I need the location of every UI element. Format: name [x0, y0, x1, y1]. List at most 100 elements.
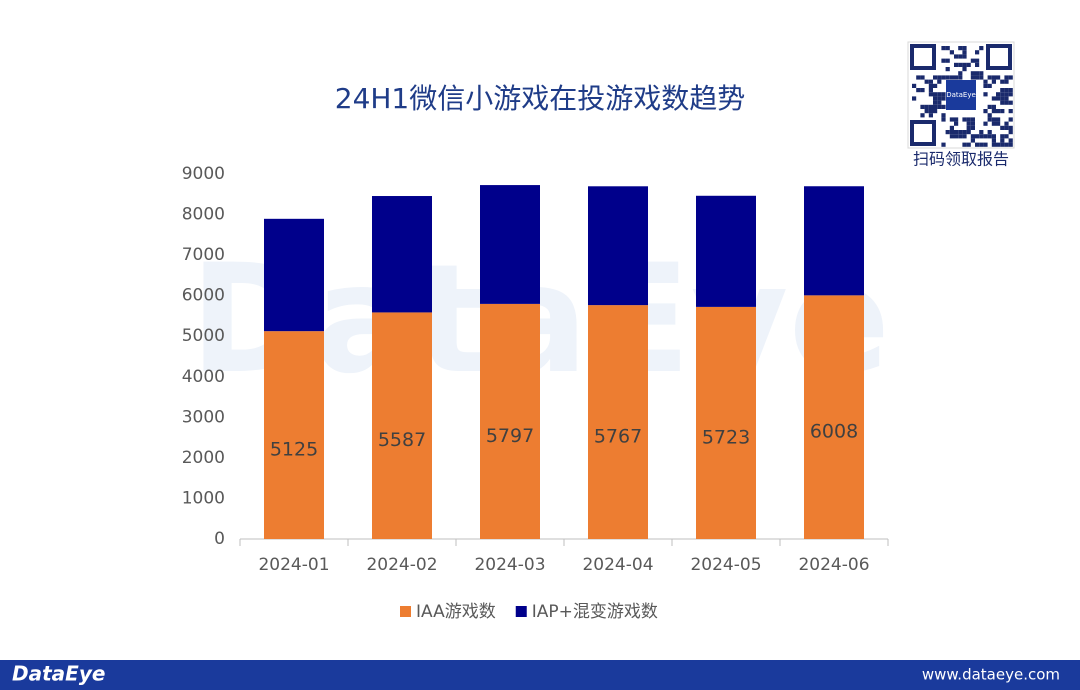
- qr-dot: [933, 104, 938, 109]
- x-tick-label: 2024-04: [582, 555, 653, 575]
- qr-dot: [1000, 92, 1005, 97]
- qr-dot: [941, 75, 946, 80]
- qr-dot: [966, 121, 971, 126]
- qr-dot: [983, 134, 988, 139]
- qr-dot: [958, 54, 963, 59]
- qr-dot: [1000, 109, 1005, 114]
- qr-dot: [937, 100, 942, 105]
- qr-dot: [1008, 117, 1013, 122]
- qr-dot: [949, 134, 954, 139]
- qr-dot: [954, 134, 959, 139]
- qr-dot: [954, 75, 959, 80]
- qr-dot: [991, 75, 996, 80]
- qr-dot: [1004, 79, 1009, 84]
- qr-dot: [975, 50, 980, 55]
- qr-dot: [933, 96, 938, 101]
- qr-dot: [1000, 125, 1005, 130]
- qr-dot: [970, 134, 975, 139]
- qr-dot: [1008, 142, 1013, 147]
- bar-segment: [804, 295, 864, 539]
- qr-dot: [954, 117, 959, 122]
- qr-dot: [1008, 75, 1013, 80]
- bar-segment: [480, 185, 540, 304]
- qr-dot: [962, 46, 967, 51]
- qr-dot: [966, 117, 971, 122]
- x-tick-label: 2024-02: [366, 555, 437, 575]
- qr-dot: [928, 113, 933, 118]
- data-label: 6008: [810, 421, 858, 443]
- bar-segment: [588, 305, 648, 539]
- qr-dot: [1000, 88, 1005, 93]
- qr-dot: [983, 121, 988, 126]
- qr-dot: [912, 96, 917, 101]
- bar-segment: [588, 186, 648, 306]
- qr-dot: [991, 142, 996, 147]
- y-tick-label: 1000: [182, 488, 225, 508]
- qr-dot: [975, 71, 980, 76]
- qr-dot: [933, 100, 938, 105]
- qr-dot: [996, 75, 1001, 80]
- qr-dot: [1000, 142, 1005, 147]
- qr-dot: [958, 71, 963, 76]
- qr-dot: [920, 113, 925, 118]
- bar-segment: [372, 196, 432, 313]
- bar-segment: [264, 331, 324, 539]
- qr-dot: [1000, 96, 1005, 101]
- qr-dot: [991, 96, 996, 101]
- qr-dot: [996, 96, 1001, 101]
- qr-dot: [949, 75, 954, 80]
- bar-segment: [696, 306, 756, 539]
- qr-dot: [1004, 75, 1009, 80]
- qr-dot: [941, 117, 946, 122]
- qr-dot: [920, 88, 925, 93]
- qr-dot: [916, 75, 921, 80]
- x-tick-label: 2024-06: [798, 555, 869, 575]
- qr-dot: [962, 67, 967, 72]
- qr-dot: [996, 92, 1001, 97]
- qr-dot: [962, 130, 967, 135]
- qr-logo-text: DataEye: [946, 91, 976, 99]
- qr-dot: [966, 130, 971, 135]
- data-label: 5767: [594, 426, 642, 448]
- qr-dot: [979, 71, 984, 76]
- qr-dot: [924, 104, 929, 109]
- qr-dot: [937, 96, 942, 101]
- qr-dot: [945, 130, 950, 135]
- y-tick-label: 6000: [182, 286, 225, 306]
- qr-dot: [949, 50, 954, 55]
- y-tick-label: 9000: [182, 164, 225, 184]
- qr-dot: [941, 113, 946, 118]
- legend-label: IAP+混变游戏数: [532, 602, 658, 622]
- qr-dot: [1008, 109, 1013, 114]
- qr-code: DataEye: [907, 41, 1015, 149]
- footer-bar: [0, 660, 1080, 690]
- footer-brand: DataEye: [12, 662, 105, 686]
- y-tick-label: 2000: [182, 448, 225, 468]
- qr-dot: [1004, 100, 1009, 105]
- qr-finder: [910, 44, 936, 70]
- legend-swatch: [515, 606, 527, 617]
- qr-dot: [979, 75, 984, 80]
- qr-dot: [1004, 134, 1009, 139]
- x-tick-label: 2024-03: [474, 555, 545, 575]
- qr-dot: [1000, 138, 1005, 143]
- qr-dot: [945, 75, 950, 80]
- qr-logo: [946, 80, 976, 110]
- qr-dot: [954, 121, 959, 126]
- qr-dot: [941, 96, 946, 101]
- y-tick-label: 5000: [182, 326, 225, 346]
- qr-dot: [937, 104, 942, 109]
- qr-dot: [949, 130, 954, 135]
- x-tick-label: 2024-01: [258, 555, 329, 575]
- qr-dot: [941, 92, 946, 97]
- qr-dot: [991, 104, 996, 109]
- qr-dot: [983, 83, 988, 88]
- qr-dot: [958, 134, 963, 139]
- qr-dot: [941, 46, 946, 51]
- qr-dot: [996, 109, 1001, 114]
- x-tick-label: 2024-05: [690, 555, 761, 575]
- qr-dot: [941, 142, 946, 147]
- qr-dot: [1008, 138, 1013, 143]
- qr-dot: [991, 109, 996, 114]
- qr-dot: [970, 75, 975, 80]
